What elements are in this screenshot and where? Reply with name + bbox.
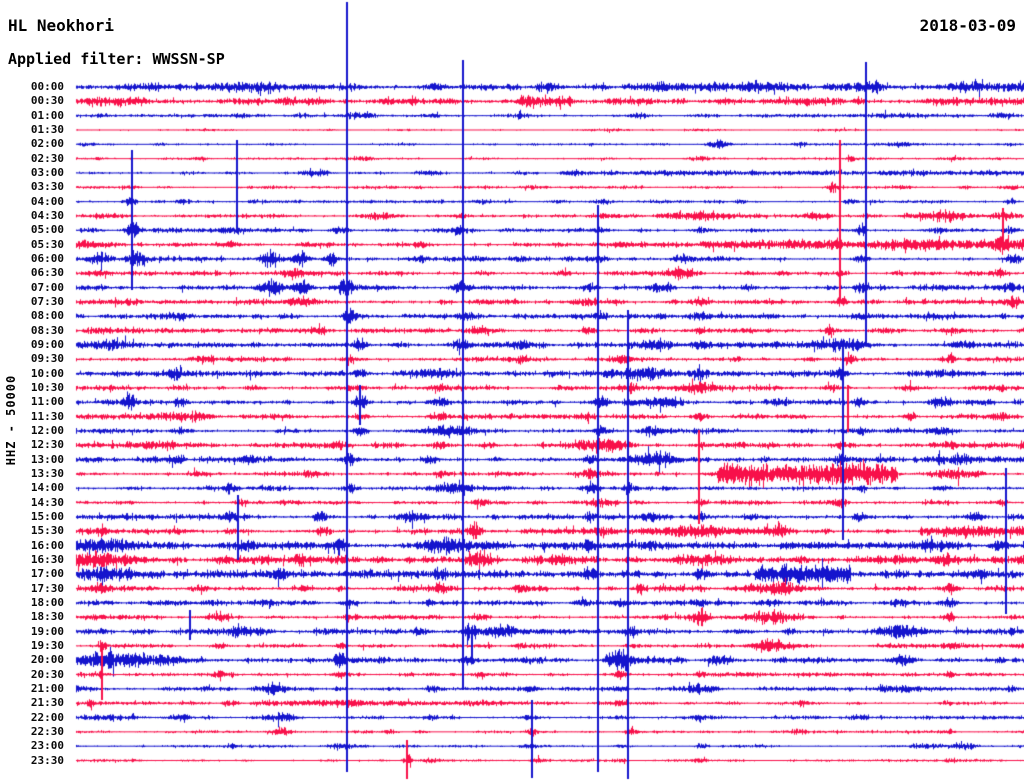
station-title: HL Neokhori [8, 16, 114, 35]
channel-scale-label: HHZ - 50000 [4, 374, 18, 466]
plot-date: 2018-03-09 [919, 16, 1016, 35]
applied-filter-label: Applied filter: WWSSN-SP [8, 50, 225, 68]
